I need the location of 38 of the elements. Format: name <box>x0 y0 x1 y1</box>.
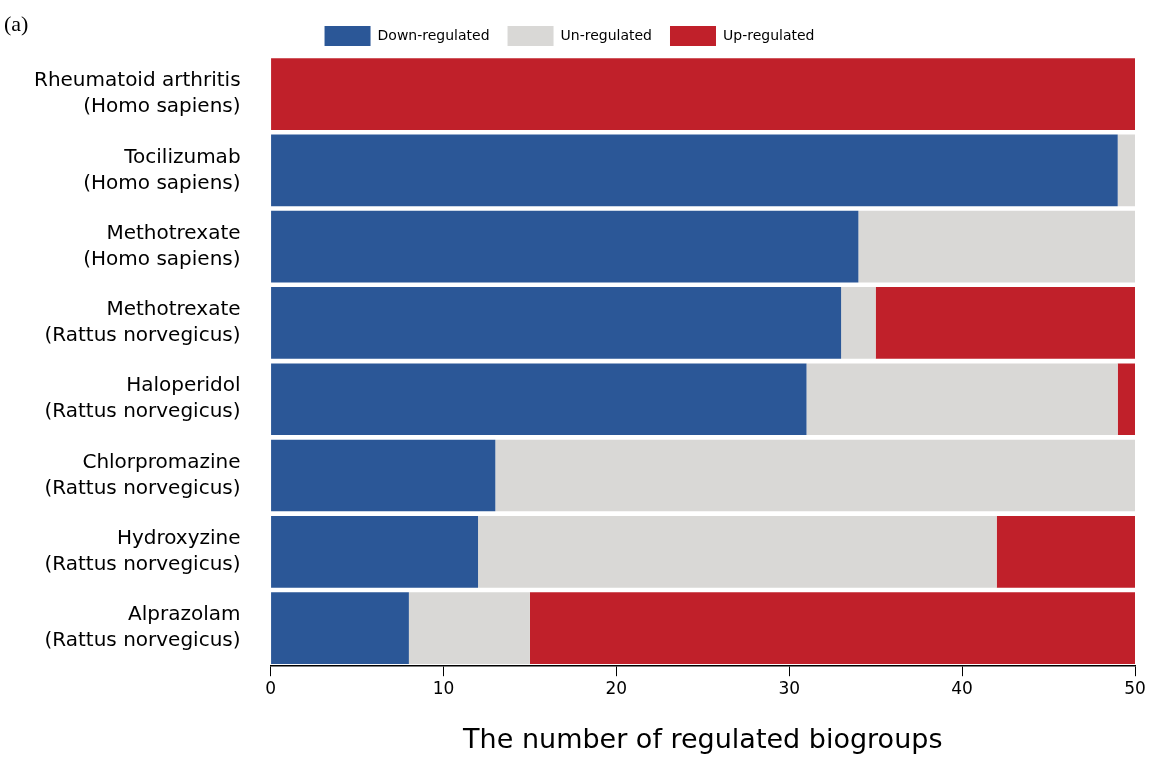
bar <box>271 515 479 588</box>
y-tick-label: Alprazolam (Rattus norvegicus) <box>44 601 241 652</box>
bar <box>875 287 1135 359</box>
text: (a) <box>4 10 29 36</box>
y-tick-label: Hydroxyzine (Rattus norvegicus) <box>44 524 241 575</box>
bar <box>271 592 409 664</box>
bar <box>1117 363 1135 436</box>
x-tick-label: 10 <box>432 677 455 698</box>
bar <box>529 592 1135 664</box>
x-axis-title: The number of regulated biogroups <box>462 722 943 754</box>
bar <box>478 515 997 588</box>
bar <box>408 592 530 664</box>
x-tick-label: 50 <box>1124 677 1146 698</box>
bar <box>1117 134 1135 207</box>
bar <box>996 515 1135 588</box>
legend-label: Un-regulated <box>560 26 652 43</box>
bar <box>271 134 1118 207</box>
bar <box>858 210 1135 283</box>
bar <box>271 287 842 359</box>
legend-label: Up-regulated <box>722 26 815 43</box>
y-tick-label: Methotrexate (Rattus norvegicus) <box>44 296 241 347</box>
x-tick-label: 40 <box>951 677 973 698</box>
bar <box>495 439 1135 512</box>
bar <box>271 363 807 436</box>
x-tick-label: 0 <box>265 677 276 698</box>
bar <box>271 58 1135 130</box>
bar <box>806 363 1118 436</box>
y-tick-label: Tocilizumab (Homo sapiens) <box>83 143 241 194</box>
y-tick-label: Methotrexate (Homo sapiens) <box>83 219 241 270</box>
y-tick-label: Chlorpromazine (Rattus norvegicus) <box>44 448 241 499</box>
legend-label: Down-regulated <box>377 26 490 43</box>
bar <box>271 439 496 512</box>
y-tick-label: Haloperidol (Rattus norvegicus) <box>44 372 241 423</box>
x-tick-label: 30 <box>778 677 801 698</box>
x-tick-label: 20 <box>605 677 628 698</box>
bar <box>271 210 859 283</box>
y-tick-label: Rheumatoid arthritis (Homo sapiens) <box>33 67 241 118</box>
bar <box>841 287 876 359</box>
